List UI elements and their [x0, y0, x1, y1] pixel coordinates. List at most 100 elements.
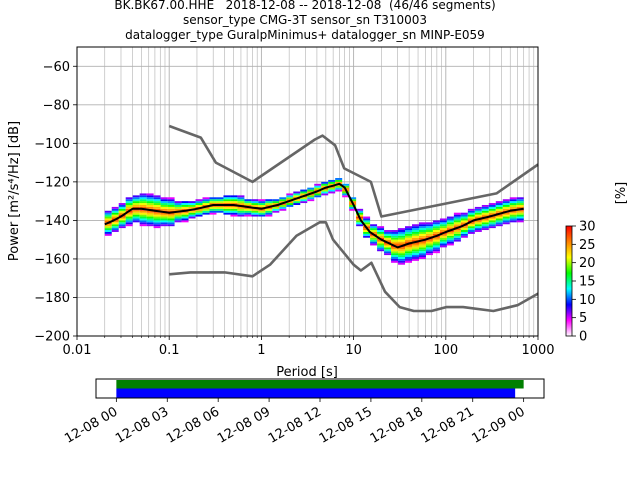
density-cell: [230, 203, 238, 205]
density-cell: [132, 203, 140, 205]
y-tick-label: −180: [34, 291, 70, 306]
y-tick-label: −200: [34, 330, 70, 345]
density-cell: [439, 220, 447, 223]
density-cell: [418, 243, 426, 246]
density-cell: [146, 204, 154, 207]
density-cell: [244, 210, 252, 213]
y-tick-label: −160: [34, 252, 70, 267]
density-cell: [446, 220, 454, 223]
density-cell: [230, 208, 238, 211]
density-cell: [153, 214, 161, 217]
density-cell: [237, 206, 245, 209]
density-cell: [111, 214, 119, 217]
density-cell: [425, 247, 433, 250]
density-cell: [160, 203, 168, 205]
density-cell: [237, 199, 245, 202]
density-cell: [446, 239, 454, 242]
density-cell: [391, 257, 399, 259]
density-cell: [467, 212, 475, 215]
density-cell: [251, 201, 259, 204]
density-cell: [153, 218, 161, 221]
density-cell: [104, 218, 112, 221]
density-cell: [411, 253, 419, 256]
x-tick-label: 1: [257, 343, 265, 358]
density-cell: [202, 210, 210, 213]
y-tick-label: −120: [34, 175, 70, 190]
density-cell: [146, 222, 154, 225]
density-cell: [363, 220, 371, 223]
density-cell: [321, 193, 329, 196]
density-cell: [446, 241, 454, 244]
density-cell: [398, 235, 406, 238]
density-cell: [195, 199, 203, 202]
density-cell: [293, 201, 301, 204]
density-cell: [502, 220, 510, 223]
density-cell: [181, 218, 189, 221]
density-cell: [307, 187, 315, 190]
density-cell: [495, 224, 503, 227]
density-cell: [349, 208, 357, 211]
density-cell: [370, 228, 378, 231]
density-cell: [125, 204, 133, 207]
density-cell: [488, 212, 496, 215]
density-cell: [160, 197, 168, 200]
density-cell: [174, 220, 182, 223]
density-cell: [321, 185, 329, 188]
density-cell: [488, 218, 496, 221]
density-cell: [425, 241, 433, 244]
density-cell: [286, 201, 294, 204]
density-cell: [516, 216, 524, 219]
density-cell: [286, 203, 294, 205]
density-cell: [104, 226, 112, 229]
density-cell: [363, 224, 371, 227]
density-cell: [432, 249, 440, 252]
chart-title-line-1: BK.BK67.00.HHE 2018-12-08 -- 2018-12-08 …: [114, 0, 496, 12]
density-cell: [377, 230, 385, 232]
density-cell: [188, 216, 196, 219]
density-cell: [188, 212, 196, 215]
density-cell: [139, 216, 147, 219]
density-cell: [286, 197, 294, 200]
density-cell: [439, 243, 447, 246]
density-cell: [174, 214, 182, 217]
density-cell: [502, 204, 510, 207]
density-cell: [160, 208, 168, 211]
density-cell: [125, 206, 133, 209]
density-cell: [460, 222, 468, 225]
density-cell: [384, 235, 392, 238]
density-cell: [398, 257, 406, 259]
density-cell: [174, 203, 182, 205]
density-cell: [230, 197, 238, 200]
density-cell: [516, 203, 524, 205]
density-cell: [481, 204, 489, 207]
density-cell: [398, 249, 406, 252]
density-cell: [223, 206, 231, 209]
density-cell: [293, 195, 301, 198]
density-cell: [432, 237, 440, 240]
colorbar-tick-label: 15: [579, 275, 596, 290]
density-cell: [342, 185, 350, 188]
density-cell: [425, 243, 433, 246]
density-cell: [300, 199, 308, 202]
density-cell: [516, 197, 524, 200]
density-cell: [167, 204, 175, 207]
density-cell: [453, 218, 461, 221]
density-cell: [265, 214, 273, 217]
density-cell: [104, 224, 112, 227]
density-cell: [237, 197, 245, 200]
x-tick-label: 10: [345, 343, 362, 358]
density-cell: [488, 203, 496, 205]
density-cell: [418, 249, 426, 252]
density-cell: [502, 208, 510, 211]
density-cell: [418, 222, 426, 225]
density-cell: [418, 237, 426, 240]
density-cell: [118, 216, 126, 219]
density-cell: [432, 233, 440, 236]
density-cell: [293, 203, 301, 205]
density-cell: [307, 191, 315, 194]
density-cell: [244, 208, 252, 211]
density-cell: [474, 220, 482, 223]
density-cell: [146, 201, 154, 204]
density-cell: [251, 208, 259, 211]
density-cell: [111, 212, 119, 215]
